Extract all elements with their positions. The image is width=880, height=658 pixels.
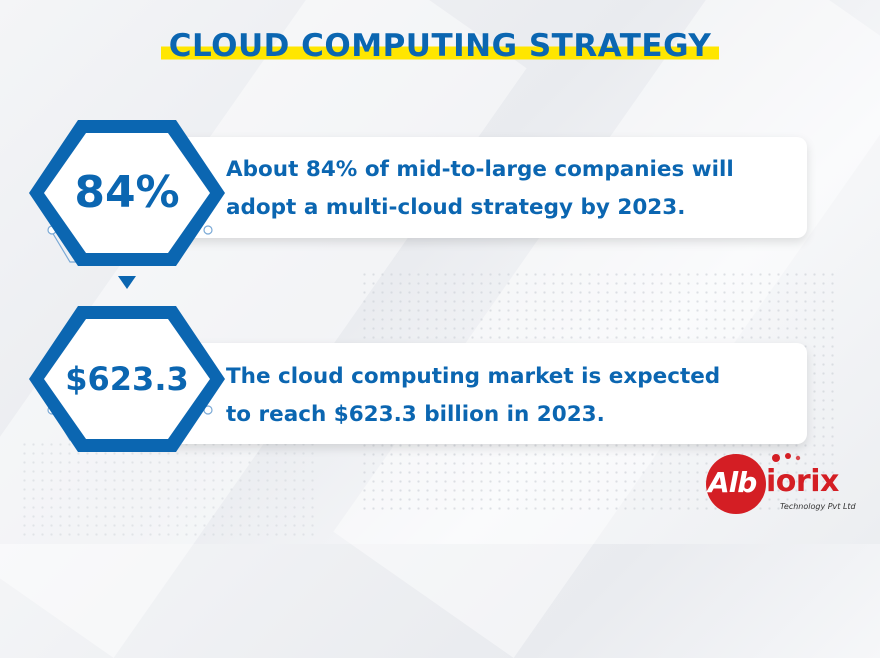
logo-graphic [706,453,801,514]
stat-2-line-2: to reach $623.3 billion in 2023. [226,402,605,427]
page-title: CLOUD COMPUTING STRATEGY [160,28,720,64]
stat-1-line-1: About 84% of mid-to-large companies will [226,157,734,182]
stat-2-line-1: The cloud computing market is expected [226,364,721,389]
logo-text-right: iorix [766,464,839,499]
hex-1-node-left [47,225,57,235]
title-container: CLOUD COMPUTING STRATEGY [0,28,880,64]
stat-card-1 [130,137,807,238]
stat-1-value: 84% [74,167,180,218]
albiorix-logo: Alb iorix Technology Pvt Ltd [700,452,870,532]
logo-tagline: Technology Pvt Ltd [780,502,856,511]
stat-1-line-2: adopt a multi-cloud strategy by 2023. [226,195,686,220]
logo-text-left: Alb [708,466,757,499]
stat-card-2 [130,343,807,444]
stat-2-value: $623.3 [65,360,189,398]
dot-pattern [20,440,320,540]
